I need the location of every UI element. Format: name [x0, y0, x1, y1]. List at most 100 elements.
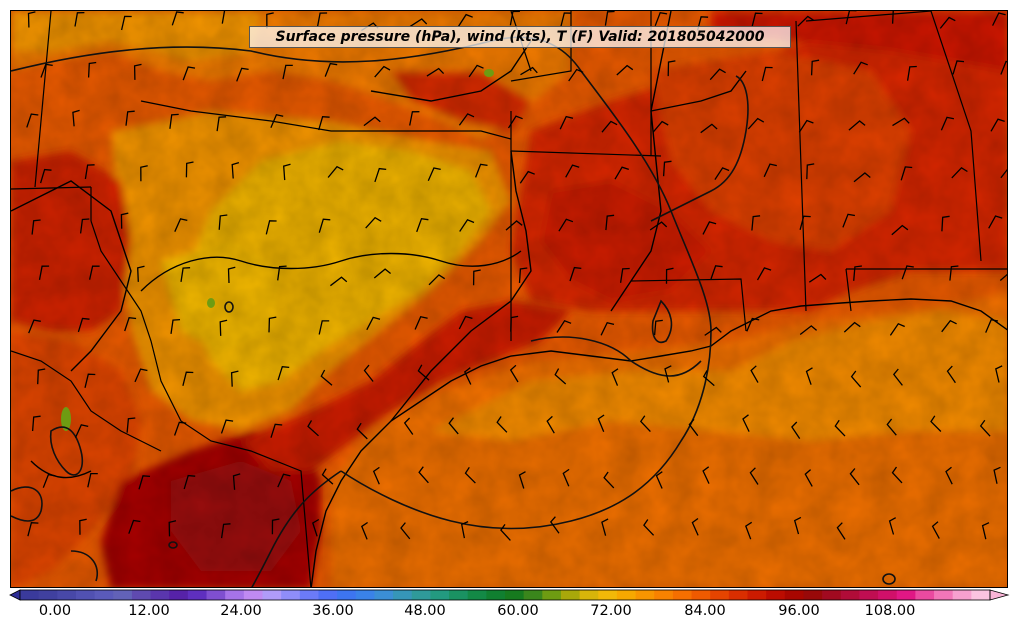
wind-barb — [79, 518, 87, 535]
wind-barb — [763, 163, 777, 178]
colorbar-cell — [430, 590, 450, 600]
wind-barb — [951, 166, 968, 179]
colorbar-cell — [915, 590, 935, 600]
wind-barb — [448, 417, 459, 435]
wind-barb — [180, 267, 191, 282]
map-title: Surface pressure (hPa), wind (kts), T (F… — [275, 29, 765, 45]
wind-barb — [601, 120, 618, 133]
wind-barb — [568, 68, 584, 82]
wind-barb — [427, 167, 441, 182]
wind-barb — [746, 317, 760, 332]
wind-barb — [714, 167, 730, 180]
wind-barb — [426, 67, 445, 77]
colorbar-cell — [523, 590, 543, 600]
wind-barb — [42, 473, 56, 488]
wind-barb — [797, 15, 814, 27]
wind-barb — [749, 467, 759, 485]
wind-barb — [265, 220, 277, 235]
colorbar-tick-label: 48.00 — [404, 603, 446, 619]
wind-barb — [409, 111, 420, 126]
wind-barb — [39, 168, 52, 184]
cool-patches — [61, 69, 494, 431]
wind-barb — [324, 62, 338, 77]
wind-barb — [616, 64, 634, 76]
wind-barb — [999, 273, 1007, 281]
wind-barb — [218, 214, 228, 230]
wind-barb — [949, 265, 959, 281]
wind-barb — [688, 418, 699, 437]
wind-barb — [560, 12, 572, 27]
temperature-map — [11, 11, 1007, 587]
wind-barb — [761, 66, 773, 82]
wind-barb — [808, 273, 827, 283]
colorbar-cell — [654, 590, 674, 600]
wind-barb — [652, 120, 669, 133]
pressure-contours — [11, 36, 896, 587]
wind-barb — [952, 60, 965, 75]
wind-barb — [906, 65, 917, 81]
wind-barb — [363, 116, 381, 127]
colorbar-cell — [131, 590, 152, 600]
wind-barb — [307, 420, 319, 437]
wind-barb — [849, 468, 860, 486]
wind-barb — [126, 417, 136, 433]
colorbar-cell — [672, 590, 693, 600]
wind-barb — [889, 322, 905, 336]
wind-barb — [134, 368, 148, 383]
wind-barb — [709, 68, 726, 81]
wind-barb — [614, 166, 630, 180]
colorbar-cell — [747, 590, 767, 600]
wind-barb — [696, 16, 709, 31]
wind-barb — [946, 365, 956, 384]
wind-barb — [845, 11, 857, 25]
wind-barb — [27, 11, 36, 28]
colorbar-cell — [467, 590, 487, 600]
wind-barb — [901, 265, 914, 280]
wind-barb — [460, 521, 469, 539]
wind-barb — [597, 414, 605, 433]
wind-barb — [509, 364, 519, 383]
colorbar-tick-label: 108.00 — [864, 603, 916, 619]
colorbar-tick-label: 24.00 — [220, 603, 262, 619]
wind-barb — [496, 416, 508, 433]
wind-barb — [751, 12, 763, 27]
wind-barb — [981, 522, 990, 540]
wind-barb — [643, 519, 655, 536]
wind-barb — [558, 218, 574, 232]
wind-barb — [853, 265, 862, 281]
wind-barb — [886, 418, 897, 436]
wind-barb — [459, 218, 475, 232]
wind-barb — [318, 116, 330, 131]
wind-barb — [505, 220, 523, 231]
wind-barb — [220, 419, 234, 434]
colorbar-cell — [934, 590, 954, 600]
wind-barb — [985, 318, 999, 333]
colorbar-cell — [75, 590, 96, 600]
wind-barb — [216, 116, 227, 132]
wind-barb — [277, 265, 287, 281]
colorbar-tick-label: 60.00 — [497, 603, 539, 619]
colorbar-cell — [971, 590, 991, 600]
colorbar-cell — [187, 590, 208, 600]
wind-barb — [31, 219, 41, 235]
wind-barb — [400, 522, 411, 540]
wind-barb — [137, 265, 145, 282]
colorbar-cell — [710, 590, 730, 600]
colorbar-cell — [859, 590, 879, 600]
colorbar-cell — [784, 590, 804, 600]
wind-barb — [330, 276, 348, 287]
wind-barb — [169, 113, 179, 129]
wind-barb — [457, 13, 473, 27]
colorbar-cell — [393, 590, 413, 600]
wind-barb — [316, 12, 328, 28]
wind-barb — [853, 172, 871, 183]
wind-barb — [124, 316, 137, 332]
wind-barb — [799, 325, 818, 336]
wind-barb — [168, 520, 177, 537]
colorbar-cell — [318, 590, 338, 600]
wind-barb — [468, 64, 484, 78]
wind-barb — [603, 471, 615, 489]
wind-barb — [940, 116, 955, 131]
colorbar-cell — [728, 590, 748, 600]
wind-barb — [993, 466, 1001, 484]
